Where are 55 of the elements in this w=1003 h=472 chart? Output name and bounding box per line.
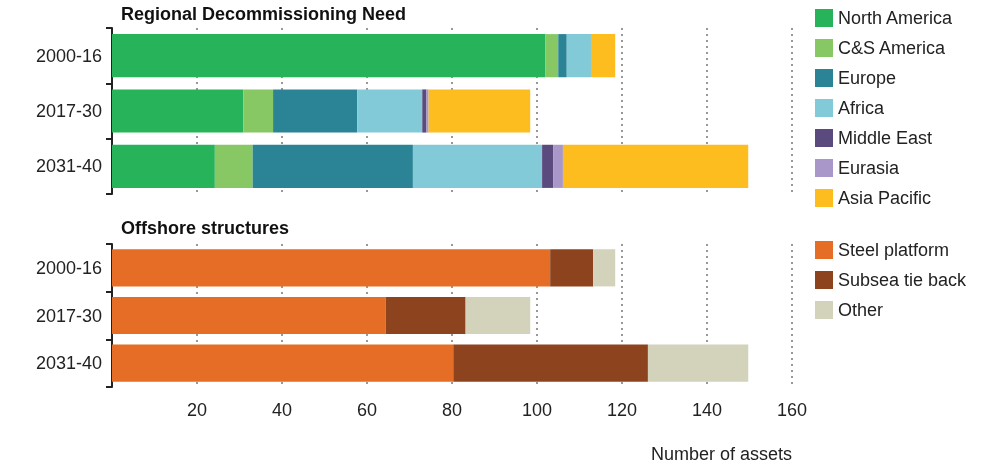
bar xyxy=(112,344,454,382)
x-tick-label: 40 xyxy=(271,400,293,420)
legend-label: Eurasia xyxy=(838,158,901,178)
bar xyxy=(542,144,554,188)
bar xyxy=(243,89,274,133)
bar xyxy=(214,144,253,188)
bar xyxy=(112,89,244,133)
bar xyxy=(112,144,215,188)
bar xyxy=(550,249,594,287)
bar xyxy=(112,249,551,287)
legend-label: Africa xyxy=(838,98,885,118)
x-tick-label: 140 xyxy=(691,400,723,420)
y-tick-label: 2031-40 xyxy=(35,156,102,177)
bar xyxy=(412,144,543,188)
legend-label: North America xyxy=(838,8,954,28)
x-tick-label: 100 xyxy=(521,400,553,420)
bar xyxy=(357,89,423,133)
bar xyxy=(465,296,531,335)
x-tick-label: 80 xyxy=(441,400,463,420)
y-tick-label: 2017-30 xyxy=(35,101,102,121)
y-tick-label: 2017-30 xyxy=(35,305,102,326)
bar xyxy=(593,249,616,287)
bar xyxy=(428,89,531,133)
bar xyxy=(422,89,427,133)
bar xyxy=(252,144,413,188)
legend-label: C&S America xyxy=(838,38,947,58)
bar xyxy=(453,344,648,382)
legend-label: Other xyxy=(838,300,884,320)
y-tick-label: 2000-16 xyxy=(35,45,102,66)
legend-label: Europe xyxy=(838,68,897,88)
x-tick-label: 60 xyxy=(356,400,378,420)
legend-label: Subsea tie back xyxy=(838,270,968,290)
bar xyxy=(562,144,749,188)
legend-label: Steel platform xyxy=(838,240,950,260)
bar xyxy=(553,144,563,188)
x-axis-title: Number of assets xyxy=(650,444,792,464)
bar xyxy=(273,89,358,133)
chart-title: Regional Decommissioning Need xyxy=(121,4,407,24)
bar xyxy=(545,34,559,78)
x-tick-label: 160 xyxy=(776,400,808,420)
bar xyxy=(426,89,429,133)
chart-title: Offshore structures xyxy=(121,218,290,238)
bar xyxy=(112,34,546,78)
y-tick-label: 2000-16 xyxy=(35,257,102,278)
y-tick-label: 2031-40 xyxy=(35,353,102,374)
x-tick-label: 20 xyxy=(186,400,208,420)
bar xyxy=(385,296,466,335)
bar xyxy=(647,344,749,382)
bar xyxy=(558,34,567,78)
bar xyxy=(590,34,616,78)
bar xyxy=(566,34,591,78)
legend-label: Asia Pacific xyxy=(838,188,932,208)
bar xyxy=(112,296,386,335)
x-tick-label: 120 xyxy=(606,400,638,420)
legend-label: Middle East xyxy=(838,128,933,148)
